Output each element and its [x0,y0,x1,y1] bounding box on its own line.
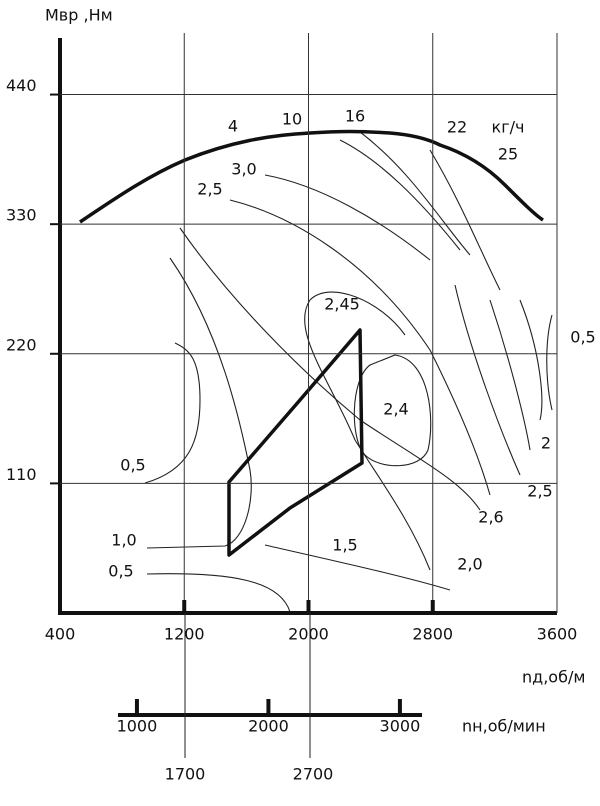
x-tick-label: 3600 [537,625,578,644]
x-tick-label: 1200 [164,625,205,644]
contour-label: 2700 [293,765,334,784]
x-tick-label: 2800 [412,625,453,644]
x2-tick-label: 2000 [248,717,289,736]
contour-label: 2,0 [457,555,482,574]
contour-label: 1,0 [111,531,136,550]
x2-tick-label: 1000 [117,717,158,736]
contour-label: 0,5 [108,562,133,581]
x2-axis-label: nн,об/мин [462,717,546,736]
contour-label: 0,5 [570,328,595,347]
contour-label: кг/ч [492,118,525,137]
contour-label: 25 [498,145,518,164]
y-tick-label: 220 [6,335,37,354]
contour-label: 2,45 [324,295,360,314]
contour-label: 0,5 [120,456,145,475]
contour-label: 22 [447,118,467,137]
contour-label: 2 [541,434,551,453]
contour-label: 2,5 [527,482,552,501]
contour-label: 3,0 [231,160,256,179]
contour-label: 2,5 [197,180,222,199]
x2-tick-label: 3000 [380,717,421,736]
x-tick-label: 2000 [288,625,329,644]
contour-label: 2,4 [383,400,408,419]
contours [79,129,553,613]
y-tick-label: 110 [6,465,37,484]
y-tick-label: 330 [6,206,37,225]
contour-label: 10 [282,110,302,129]
contour-label: 16 [345,107,365,126]
contour-label: 2,6 [478,508,503,527]
contour-label: 1700 [165,765,206,784]
x-axis-label: nд,об/м [522,668,585,687]
x-tick-label: 400 [45,625,76,644]
y-axis-label: Мвр ,Нм [45,6,113,25]
contour-label: 4 [228,117,238,136]
contour-label: 1,5 [332,536,357,555]
y-tick-label: 440 [6,76,37,95]
